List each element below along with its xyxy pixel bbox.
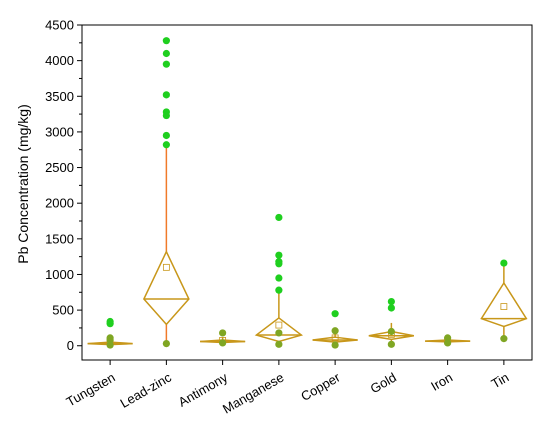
outlier-point	[387, 297, 395, 306]
y-tick-label: 4500	[45, 18, 74, 33]
outlier-point	[219, 339, 227, 347]
plot-area	[81, 24, 533, 361]
outlier-point	[106, 341, 114, 349]
y-tick-label: 0	[67, 338, 74, 353]
box-tungsten	[87, 317, 133, 349]
y-tick-label: 3000	[45, 124, 74, 139]
mean-marker	[331, 334, 339, 342]
outlier-point	[162, 37, 170, 45]
outlier-point	[106, 336, 114, 344]
x-tick-label: Tungsten	[64, 370, 118, 410]
outlier-point	[444, 339, 452, 347]
box-copper	[312, 310, 358, 349]
y-tick-label: 1000	[45, 267, 74, 282]
box-iron	[425, 334, 471, 347]
box-manganese	[254, 213, 304, 348]
outlier-point	[387, 340, 395, 348]
outlier-point	[162, 49, 170, 58]
mean-marker	[275, 321, 283, 329]
outlier-point	[275, 260, 283, 268]
y-tick-label: 3500	[45, 89, 74, 104]
outlier-point	[162, 60, 170, 68]
outlier-point	[331, 327, 339, 335]
outlier-point	[444, 334, 452, 342]
plot-frame	[81, 24, 533, 361]
outlier-point	[162, 111, 170, 120]
outlier-point	[387, 327, 395, 336]
x-tick-label: Iron	[428, 370, 455, 394]
y-axis-title: Pb Concentration (mg/kg)	[15, 104, 31, 264]
outlier-point	[275, 329, 283, 337]
outlier-point	[275, 340, 283, 348]
outlier-point	[162, 141, 170, 149]
box-antimony	[200, 329, 246, 347]
y-axis: 0 500 1000 1500 2000 2500 3000 3500 4000 4500	[45, 18, 82, 353]
box-gold	[368, 297, 415, 348]
outlier-point	[500, 335, 508, 343]
x-tick-label: Gold	[368, 370, 399, 397]
outlier-point	[331, 341, 339, 349]
y-tick-label: 2000	[45, 196, 74, 211]
outlier-point	[500, 259, 508, 267]
y-tick-label: 500	[52, 303, 74, 318]
y-tick-label: 4000	[45, 53, 74, 68]
diamond-box	[480, 281, 528, 328]
box-lead-zinc	[142, 37, 190, 348]
outlier-point	[162, 91, 170, 99]
outlier-point	[275, 274, 283, 282]
mean-marker	[500, 303, 508, 310]
x-tick-label: Copper	[298, 369, 343, 404]
diamond-box	[142, 249, 190, 326]
box-tin	[480, 259, 528, 343]
outlier-point	[162, 340, 170, 348]
outlier-point	[275, 251, 283, 259]
mean-marker	[162, 263, 170, 271]
y-tick-label: 1500	[45, 231, 74, 246]
outlier-point	[331, 310, 339, 318]
outlier-point	[106, 317, 114, 326]
x-tick-label: Tin	[489, 370, 512, 392]
outlier-point	[387, 304, 395, 312]
y-tick-label: 2500	[45, 160, 74, 175]
outlier-point	[219, 329, 227, 337]
x-tick-label: Lead-zinc	[118, 369, 175, 410]
outlier-point	[162, 131, 170, 140]
x-tick-label: Manganese	[220, 370, 286, 417]
outlier-point	[275, 286, 283, 294]
outlier-point	[275, 213, 283, 222]
